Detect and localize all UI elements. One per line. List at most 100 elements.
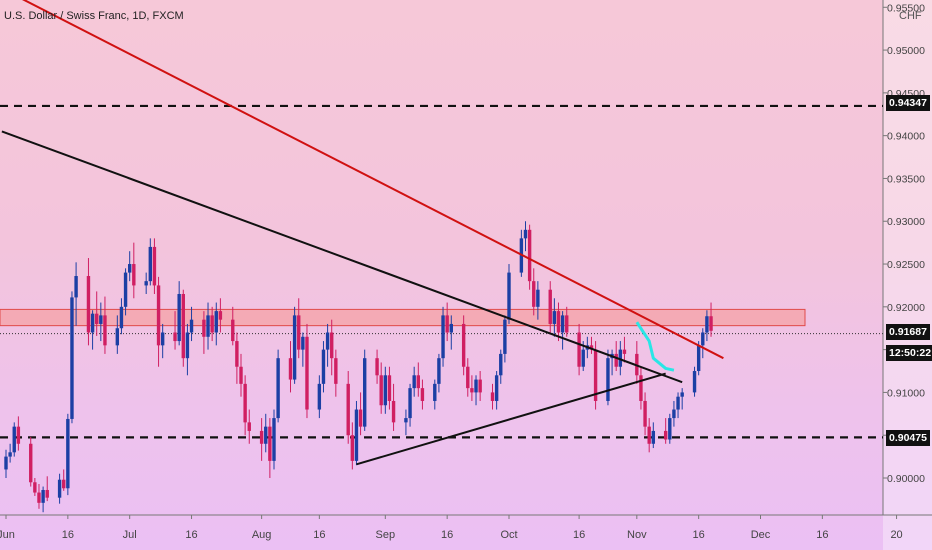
y-tick-label: 0.93500: [887, 173, 925, 185]
candle-up: [160, 332, 165, 346]
candle-down: [243, 383, 247, 423]
candle-up: [552, 311, 557, 324]
x-tick-label: Nov: [627, 529, 647, 541]
candle-down: [391, 400, 396, 423]
x-tick-label: 16: [573, 529, 585, 541]
candle-up: [189, 319, 194, 333]
candle-down: [420, 388, 425, 401]
candle-up: [404, 418, 408, 423]
candle-up: [90, 313, 95, 333]
x-tick-label: Jun: [0, 529, 15, 541]
candle-up: [507, 272, 511, 320]
candle-up: [206, 315, 210, 337]
candle-up: [363, 358, 367, 427]
candle-down: [527, 229, 532, 282]
candle-down: [62, 479, 66, 489]
candle-down: [358, 409, 363, 427]
level-high-tag: 0.94347: [886, 95, 930, 111]
x-tick-label: 16: [816, 529, 828, 541]
candle-down: [231, 319, 235, 342]
candle-down: [663, 430, 668, 440]
candle-up: [99, 315, 103, 324]
candle-down: [593, 349, 598, 401]
x-tick-label: 20: [890, 529, 902, 541]
candle-down: [614, 353, 618, 367]
candle-up: [676, 396, 680, 410]
candle-down: [577, 332, 581, 367]
y-tick-label: 0.90000: [887, 473, 925, 485]
candle-up: [441, 315, 445, 359]
candle-up: [581, 349, 585, 367]
candle-up: [696, 345, 701, 372]
candle-down: [445, 315, 449, 333]
x-tick-label: 16: [185, 529, 197, 541]
candle-down: [173, 332, 177, 342]
candle-up: [127, 264, 132, 273]
candle-down: [152, 246, 157, 286]
x-tick-label: 16: [62, 529, 74, 541]
candle-down: [416, 375, 420, 389]
x-tick-label: Oct: [500, 529, 517, 541]
candle-up: [8, 452, 12, 457]
candle-up: [705, 316, 709, 333]
candle-up: [321, 349, 326, 384]
candle-up: [115, 328, 120, 346]
x-tick-label: Aug: [252, 529, 272, 541]
x-tick-label: Dec: [751, 529, 771, 541]
x-tick-label: 16: [313, 529, 325, 541]
candle-down: [589, 345, 594, 350]
candle-up: [494, 375, 499, 401]
candle-up: [499, 353, 503, 376]
candle-down: [466, 366, 470, 389]
candle-down: [210, 315, 214, 333]
candle-down: [305, 336, 309, 410]
countdown-tag: 12:50:22: [886, 345, 932, 361]
candle-down: [247, 422, 251, 431]
x-tick-label: 16: [693, 529, 705, 541]
x-tick-label: Jul: [123, 529, 137, 541]
currency-label: CHF: [899, 10, 922, 22]
candle-down: [181, 293, 185, 359]
candle-up: [437, 358, 441, 384]
candle-up: [354, 409, 359, 461]
candle-up: [325, 332, 330, 350]
candle-up: [123, 272, 128, 307]
trendline-support-1: [1, 130, 683, 384]
candle-up: [474, 379, 478, 393]
candle-up: [119, 306, 124, 329]
candle-down: [375, 358, 379, 376]
candle-up: [57, 479, 62, 498]
candle-up: [383, 375, 388, 406]
candle-down: [33, 482, 37, 493]
candle-up: [70, 297, 74, 419]
candle-up: [66, 418, 70, 489]
candle-down: [37, 492, 41, 503]
candle-up: [74, 276, 78, 298]
y-tick-label: 0.92500: [887, 259, 925, 271]
candle-down: [532, 281, 536, 307]
candle-up: [606, 358, 610, 401]
candle-up: [185, 332, 190, 359]
candle-down: [103, 315, 107, 346]
level-low-tag: 0.90475: [886, 430, 930, 446]
candle-down: [461, 323, 466, 367]
candle-down: [548, 289, 552, 324]
candle-down: [288, 358, 293, 380]
y-tick-label: 0.95500: [887, 2, 925, 14]
candle-down: [16, 426, 21, 444]
candle-up: [701, 332, 705, 346]
candle-down: [647, 426, 651, 444]
candle-down: [490, 392, 495, 401]
candle-up: [177, 293, 181, 342]
candle-down: [268, 426, 272, 461]
trendline-resistance: [22, 0, 724, 360]
candle-up: [680, 392, 684, 397]
candle-up: [536, 289, 540, 307]
candle-down: [709, 316, 713, 331]
candle-up: [41, 489, 45, 503]
candle-up: [503, 319, 507, 354]
candle-down: [350, 435, 355, 461]
y-tick-label: 0.94000: [887, 131, 925, 143]
